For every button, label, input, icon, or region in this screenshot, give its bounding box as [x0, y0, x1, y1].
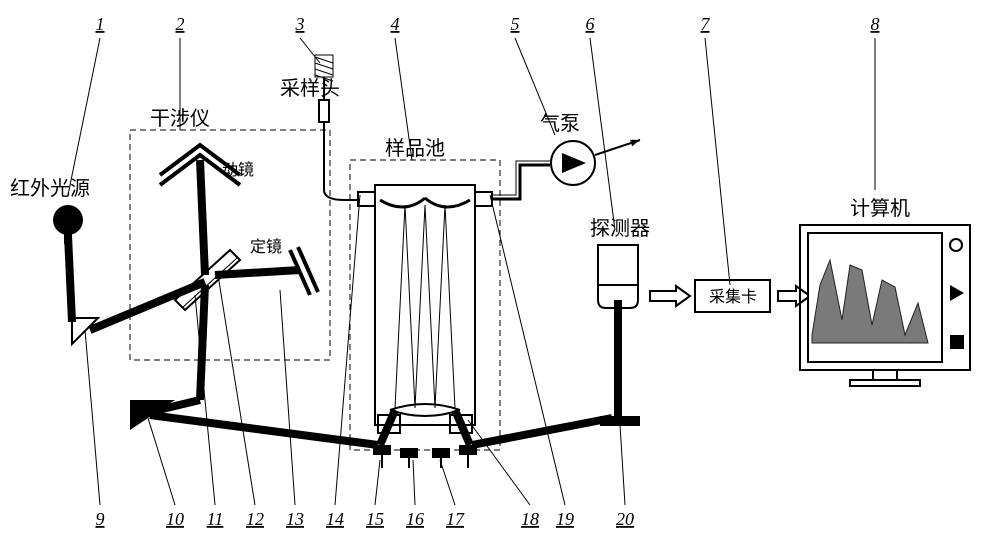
svg-text:20: 20 — [616, 509, 634, 529]
svg-text:12: 12 — [246, 509, 264, 529]
svg-text:计算机: 计算机 — [850, 197, 910, 220]
svg-text:9: 9 — [96, 509, 105, 529]
svg-text:10: 10 — [166, 509, 184, 529]
svg-text:采集卡: 采集卡 — [709, 288, 757, 306]
svg-text:4: 4 — [391, 14, 400, 34]
svg-text:3: 3 — [295, 14, 305, 34]
svg-text:8: 8 — [871, 14, 880, 34]
svg-text:7: 7 — [701, 14, 711, 34]
svg-text:17: 17 — [446, 509, 465, 529]
svg-text:红外光源: 红外光源 — [10, 177, 90, 200]
svg-text:19: 19 — [556, 509, 574, 529]
svg-text:2: 2 — [176, 14, 185, 34]
svg-text:样品池: 样品池 — [385, 137, 445, 160]
svg-text:探测器: 探测器 — [590, 217, 650, 240]
svg-text:干涉仪: 干涉仪 — [150, 107, 210, 130]
svg-text:13: 13 — [286, 509, 304, 529]
svg-text:15: 15 — [366, 509, 384, 529]
svg-text:11: 11 — [207, 509, 224, 529]
svg-text:6: 6 — [586, 14, 595, 34]
svg-text:气泵: 气泵 — [540, 112, 580, 135]
svg-text:动镜: 动镜 — [222, 160, 254, 179]
svg-text:1: 1 — [96, 14, 105, 34]
svg-text:16: 16 — [406, 509, 424, 529]
svg-text:18: 18 — [521, 509, 539, 529]
svg-text:5: 5 — [511, 14, 520, 34]
svg-text:定镜: 定镜 — [250, 237, 282, 256]
svg-text:14: 14 — [326, 509, 344, 529]
